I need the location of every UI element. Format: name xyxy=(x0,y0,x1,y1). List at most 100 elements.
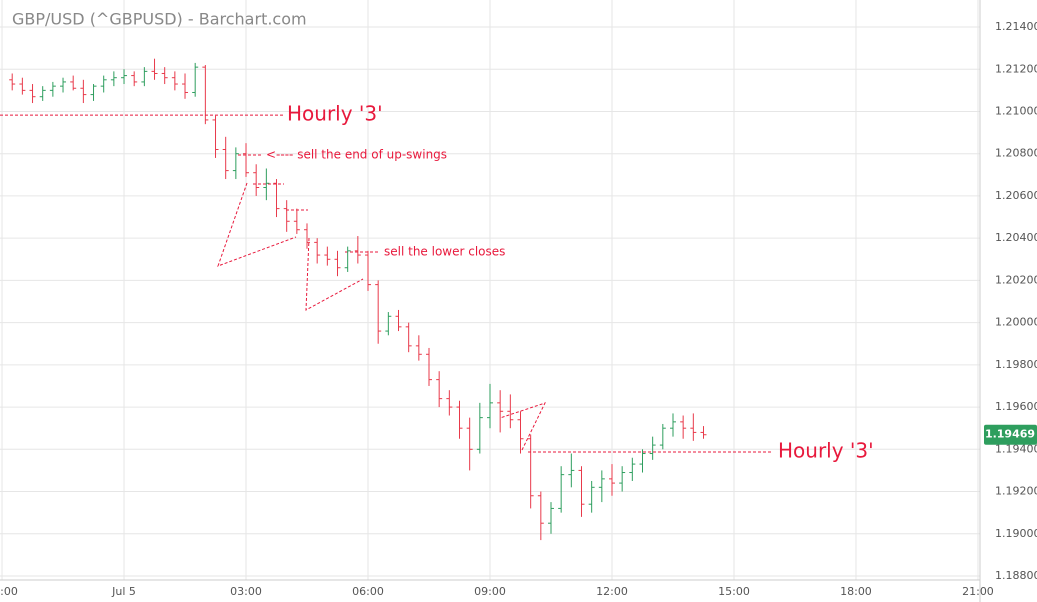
ohlc-bar xyxy=(121,69,128,85)
y-tick-label: 1.19000 xyxy=(995,527,1037,540)
x-tick-label: 18:00 xyxy=(840,585,872,598)
annotation-text: sell the lower closes xyxy=(384,245,505,259)
ohlc-bar xyxy=(283,200,290,232)
y-tick-label: 1.18800 xyxy=(995,569,1037,582)
y-tick-label: 1.20800 xyxy=(995,147,1037,160)
ohlc-bar xyxy=(202,65,209,125)
ohlc-bar xyxy=(49,81,56,97)
triangle-drawing xyxy=(217,182,297,267)
ohlc-bar xyxy=(517,411,524,454)
ohlc-bar xyxy=(182,73,189,99)
ohlc-bar xyxy=(527,434,534,509)
ohlc-bar xyxy=(19,77,26,95)
ohlc-bar xyxy=(304,223,311,249)
x-tick-label: 15:00 xyxy=(718,585,750,598)
x-tick-label: 09:00 xyxy=(474,585,506,598)
x-tick-label: 21:00 xyxy=(0,585,18,598)
ohlc-bar xyxy=(680,415,687,439)
ohlc-bar xyxy=(537,491,544,541)
annotation-text: Hourly '3' xyxy=(287,102,383,126)
x-tick-label: 06:00 xyxy=(352,585,384,598)
ohlc-bar xyxy=(639,449,646,473)
ohlc-bar xyxy=(487,383,493,429)
ohlc-bar xyxy=(273,179,280,218)
ohlc-bar xyxy=(141,67,148,87)
ohlc-bar xyxy=(90,84,97,101)
ohlc-bar xyxy=(700,426,707,439)
ohlc-bar xyxy=(558,466,565,513)
ohlc-bar xyxy=(426,347,433,386)
y-tick-label: 1.19400 xyxy=(995,442,1037,455)
y-tick-label: 1.21400 xyxy=(995,20,1037,33)
last-price-tag xyxy=(984,424,1037,445)
x-tick-label: 03:00 xyxy=(230,585,262,598)
ohlc-bar xyxy=(60,77,67,93)
ohlc-bar xyxy=(619,466,626,492)
ohlc-bar xyxy=(568,453,575,488)
ohlc-bar xyxy=(324,246,331,266)
ohlc-bar xyxy=(110,71,117,87)
ohlc-bar xyxy=(466,417,473,471)
ohlc-bar xyxy=(80,79,87,104)
ohlc-bar xyxy=(415,335,422,361)
ohlc-bar xyxy=(446,390,453,416)
ohlc-bar xyxy=(588,480,595,513)
last-price-label: 1.19469 xyxy=(985,428,1035,441)
y-tick-label: 1.20600 xyxy=(995,189,1037,202)
trend-drawings xyxy=(217,154,546,451)
ohlc-bar xyxy=(669,413,676,437)
annotation-text: Hourly '3' xyxy=(778,439,874,463)
ohlc-bar xyxy=(232,147,239,180)
price-bars xyxy=(9,58,707,541)
y-tick-label: 1.21000 xyxy=(995,104,1037,117)
ohlc-bar xyxy=(212,115,219,158)
ohlc-bar xyxy=(253,164,260,196)
triangle-drawing xyxy=(305,237,364,311)
ohlc-bar xyxy=(598,470,605,503)
ohlc-bar xyxy=(659,423,666,450)
ohlc-bar xyxy=(354,236,361,264)
ohlc-bar xyxy=(161,67,168,85)
ohlc-bar xyxy=(375,280,382,344)
ohlc-bar xyxy=(171,71,178,91)
y-tick-label: 1.20000 xyxy=(995,316,1037,329)
ohlc-bar xyxy=(9,73,16,91)
ohlc-bar xyxy=(151,58,158,80)
ohlc-bar xyxy=(507,394,514,429)
y-tick-label: 1.21200 xyxy=(995,62,1037,75)
ohlc-bar xyxy=(476,402,483,454)
y-tick-label: 1.20400 xyxy=(995,231,1037,244)
ohlc-bar xyxy=(100,75,107,93)
ohlc-bar xyxy=(547,502,554,534)
x-tick-label: Jul 5 xyxy=(111,585,136,598)
ohlc-bar xyxy=(395,309,402,332)
ohlc-bar xyxy=(344,246,351,272)
ohlc-bar xyxy=(436,371,443,408)
ohlc-bar xyxy=(314,238,321,264)
x-tick-label: 21:00 xyxy=(962,585,994,598)
ohlc-bar xyxy=(222,136,229,180)
y-tick-label: 1.19800 xyxy=(995,358,1037,371)
ohlc-bar xyxy=(578,466,585,517)
x-tick-label: 12:00 xyxy=(596,585,628,598)
ohlc-bar xyxy=(334,250,341,277)
ohlc-bar xyxy=(131,71,138,87)
ohlc-bar xyxy=(456,400,463,439)
ohlc-bar xyxy=(192,62,199,97)
ohlc-bar xyxy=(690,413,697,441)
ohlc-bar xyxy=(365,250,372,291)
ohlc-bar xyxy=(29,84,36,104)
y-tick-label: 1.20200 xyxy=(995,273,1037,286)
ohlc-bar xyxy=(629,457,636,481)
ohlc-bar xyxy=(39,86,46,101)
ohlc-bar xyxy=(243,143,250,177)
ohlc-bar xyxy=(497,390,504,433)
ohlc-bar xyxy=(293,208,300,234)
ohlc-bar xyxy=(70,75,77,91)
y-tick-label: 1.19200 xyxy=(995,485,1037,498)
ohlc-bar xyxy=(608,464,615,496)
y-tick-label: 1.19600 xyxy=(995,400,1037,413)
chart-title: GBP/USD (^GBPUSD) - Barchart.com xyxy=(12,10,307,29)
